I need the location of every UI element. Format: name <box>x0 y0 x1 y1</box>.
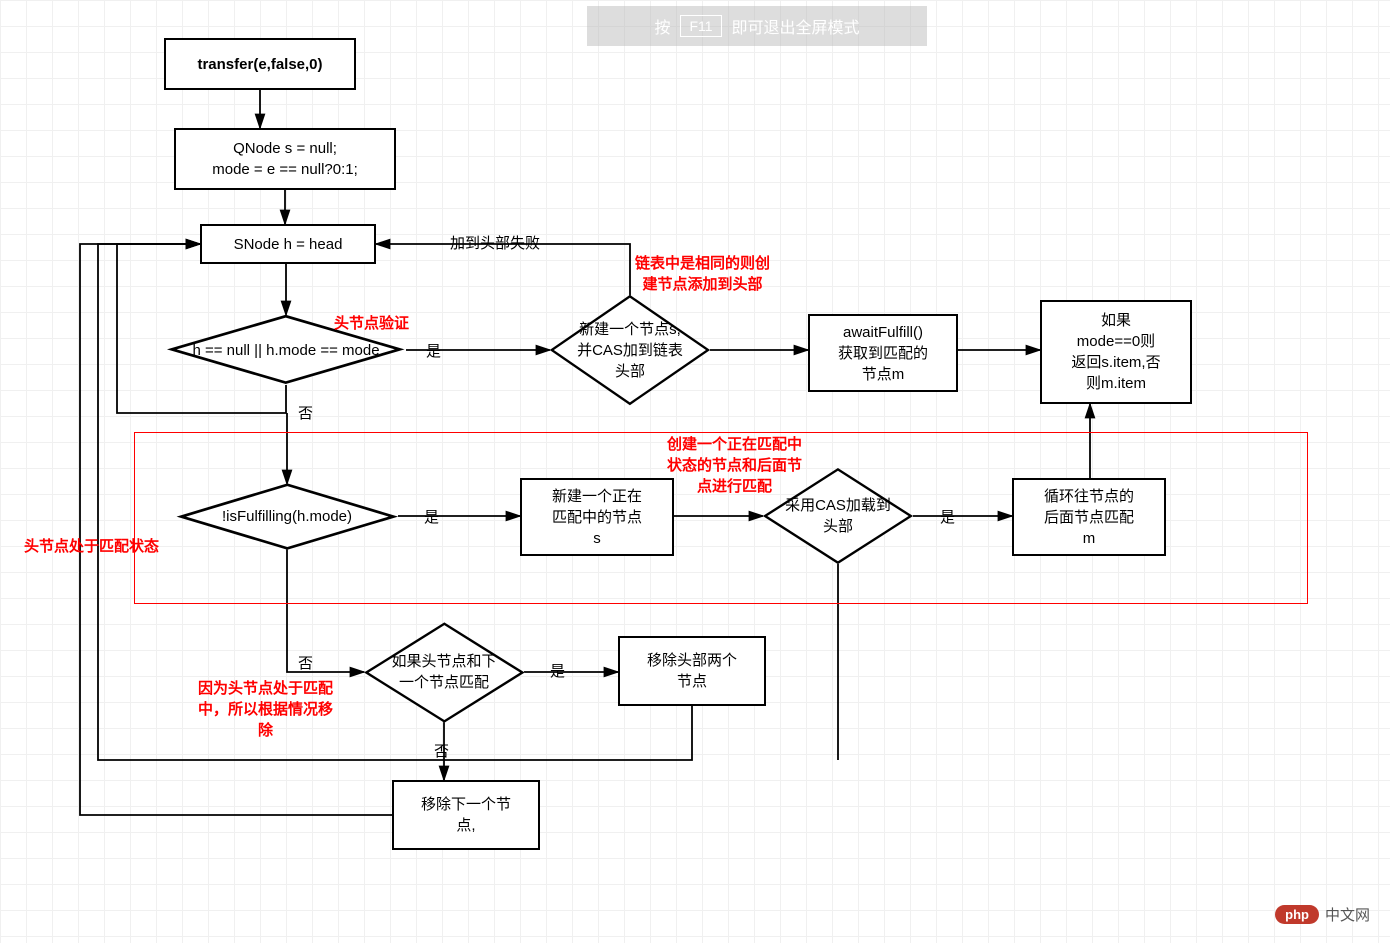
node-new-matching-node: 新建一个正在 匹配中的节点 s <box>520 478 674 556</box>
edge-label-yes: 是 <box>426 340 441 361</box>
node-label: awaitFulfill() 获取到匹配的 节点m <box>838 322 928 385</box>
decision-new-node-cas-head: 新建一个节点s, 并CAS加到链表 头部 <box>550 295 710 405</box>
annotation-same-in-list: 链表中是相同的则创 建节点添加到头部 <box>635 253 770 295</box>
node-label: SNode h = head <box>234 234 343 255</box>
edge-label-no: 否 <box>434 740 449 761</box>
hint-suffix: 即可退出全屏模式 <box>732 14 860 38</box>
node-remove-next: 移除下一个节 点, <box>392 780 540 850</box>
decision-head-next-match: 如果头节点和下 一个节点匹配 <box>364 622 524 722</box>
decision-is-fulfilling: !isFulfilling(h.mode) <box>177 483 397 549</box>
annotation-head-verify: 头节点验证 <box>334 313 409 334</box>
flowchart-canvas: transfer(e,false,0) QNode s = null; mode… <box>0 0 1390 943</box>
edge-label-no: 否 <box>298 402 313 423</box>
watermark: php 中文网 <box>1275 904 1370 925</box>
node-label: transfer(e,false,0) <box>197 54 322 75</box>
watermark-badge: php <box>1275 905 1319 924</box>
node-label: QNode s = null; mode = e == null?0:1; <box>212 138 358 180</box>
node-label: 循环往节点的 后面节点匹配 m <box>1044 486 1134 549</box>
hint-key: F11 <box>680 15 721 37</box>
node-remove-two-head: 移除头部两个 节点 <box>618 636 766 706</box>
annotation-head-matching-state: 头节点处于匹配状态 <box>24 536 159 557</box>
node-label: 新建一个节点s, 并CAS加到链表 头部 <box>540 285 720 415</box>
node-await-fulfill: awaitFulfill() 获取到匹配的 节点m <box>808 314 958 392</box>
hint-prefix: 按 <box>654 14 670 38</box>
node-snode-head: SNode h = head <box>200 224 376 264</box>
node-label: 新建一个正在 匹配中的节点 s <box>552 486 642 549</box>
edge-label-add-to-head-fail: 加到头部失败 <box>450 232 540 253</box>
node-label: 移除头部两个 节点 <box>647 650 737 692</box>
node-label: 移除下一个节 点, <box>421 794 511 836</box>
node-label: 如果头节点和下 一个节点匹配 <box>354 612 534 732</box>
watermark-text: 中文网 <box>1325 904 1370 925</box>
edge-label-yes: 是 <box>550 660 565 681</box>
fullscreen-exit-hint: 按 F11 即可退出全屏模式 <box>587 6 927 46</box>
annotation-because-matching: 因为头节点处于匹配 中，所以根据情况移 除 <box>198 678 333 741</box>
node-return-item: 如果 mode==0则 返回s.item,否 则m.item <box>1040 300 1192 404</box>
node-transfer: transfer(e,false,0) <box>164 38 356 90</box>
edge-label-yes: 是 <box>940 506 955 527</box>
node-loop-match: 循环往节点的 后面节点匹配 m <box>1012 478 1166 556</box>
node-label: 如果 mode==0则 返回s.item,否 则m.item <box>1071 310 1160 394</box>
edge-label-no: 否 <box>298 652 313 673</box>
node-qnode-init: QNode s = null; mode = e == null?0:1; <box>174 128 396 190</box>
node-label: !isFulfilling(h.mode) <box>167 473 407 559</box>
edge-label-yes: 是 <box>424 506 439 527</box>
annotation-create-matching: 创建一个正在匹配中 状态的节点和后面节 点进行匹配 <box>667 434 802 497</box>
